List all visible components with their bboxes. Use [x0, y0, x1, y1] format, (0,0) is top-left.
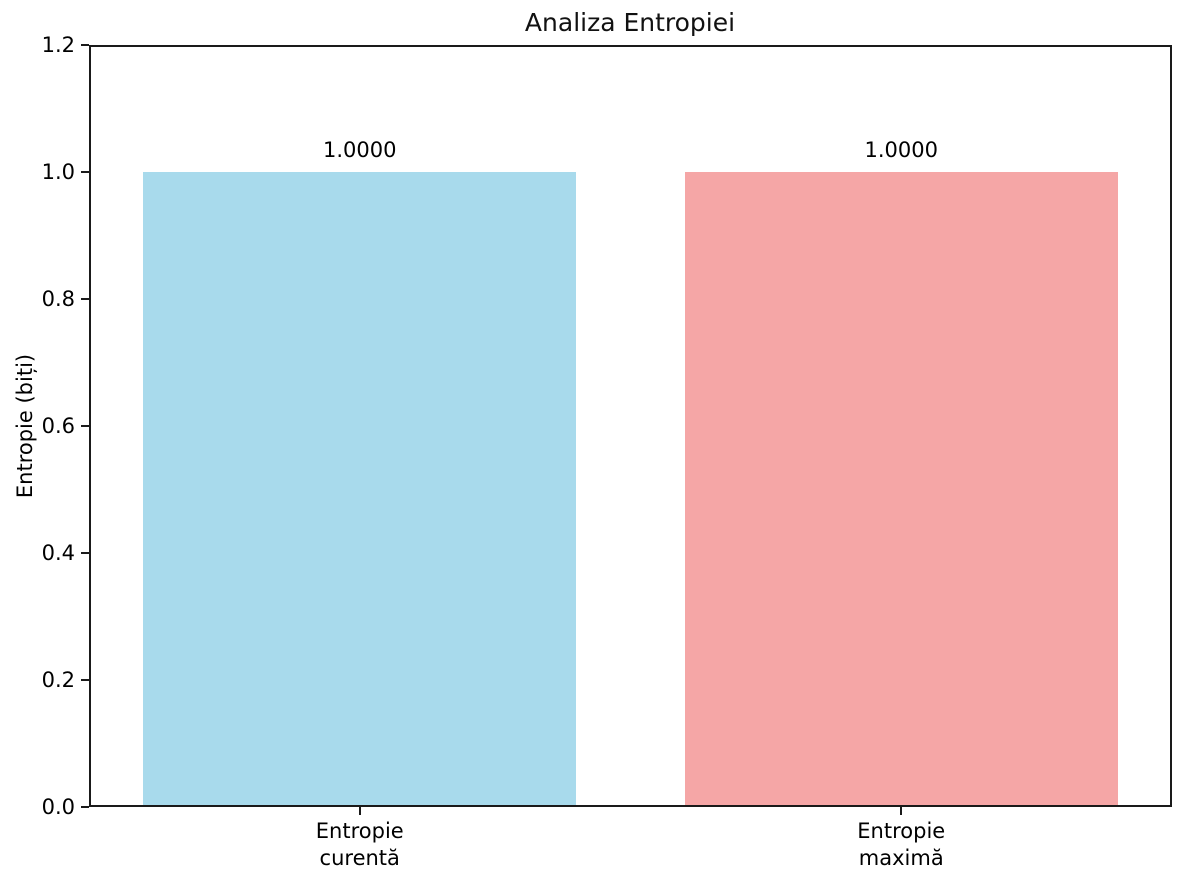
y-tick-mark: [81, 552, 89, 554]
y-tick-label: 0.8: [41, 287, 75, 311]
y-tick-mark: [81, 806, 89, 808]
y-tick-label: 0.2: [41, 668, 75, 692]
bar-value-label: 1.0000: [323, 138, 397, 162]
bar: [684, 172, 1118, 807]
y-tick-mark: [81, 171, 89, 173]
y-tick-label: 0.6: [41, 414, 75, 438]
bar-value-label: 1.0000: [864, 138, 938, 162]
y-tick-mark: [81, 298, 89, 300]
bar: [143, 172, 577, 807]
plot-area: [89, 45, 1172, 807]
y-tick-label: 0.4: [41, 541, 75, 565]
x-tick-label: Entropie curentă: [315, 819, 404, 870]
chart-title: Analiza Entropiei: [524, 8, 736, 37]
y-tick-label: 1.2: [41, 33, 75, 57]
y-tick-mark: [81, 425, 89, 427]
y-tick-mark: [81, 679, 89, 681]
y-axis-label: Entropie (biți): [13, 353, 37, 499]
x-tick-mark: [900, 807, 903, 815]
x-tick-label: Entropie maximă: [857, 819, 946, 870]
x-tick-mark: [358, 807, 361, 815]
y-tick-label: 1.0: [41, 160, 75, 184]
y-tick-label: 0.0: [41, 795, 75, 819]
y-tick-mark: [81, 44, 89, 46]
